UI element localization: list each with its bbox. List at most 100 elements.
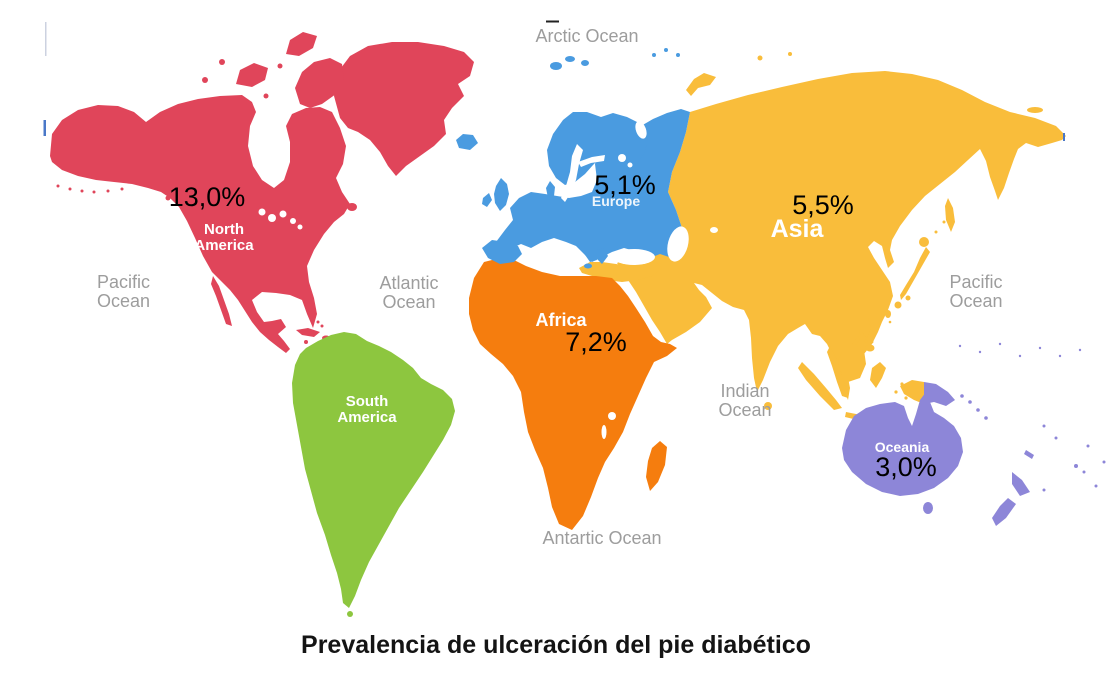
label-indian-ocean: Ocean (718, 400, 771, 420)
new-zealand-south (992, 498, 1016, 526)
philippines-luzon (862, 318, 871, 338)
tierra-del-fuego (347, 611, 353, 617)
value-oceania: 3,0% (875, 452, 937, 482)
tasmania (923, 502, 933, 514)
baltic-sea (561, 144, 583, 202)
new-guinea-east (924, 382, 955, 406)
moluccas-island (904, 396, 908, 400)
melanesia-island (976, 408, 980, 412)
polynesia-island (1054, 436, 1058, 440)
severnaya-island (788, 52, 792, 56)
arctic-island (277, 63, 283, 69)
franz-josef-island (676, 53, 680, 57)
franz-josef-island (664, 48, 668, 52)
lake-tanganyika (601, 425, 607, 439)
continent-south-america (292, 332, 455, 617)
sumatra (798, 362, 842, 410)
label-atlantic-ocean: Atlantic (379, 273, 438, 293)
micronesia-island (1058, 354, 1062, 358)
polynesia-island (1094, 484, 1098, 488)
micronesia-island (978, 350, 982, 354)
sicily (584, 263, 592, 269)
label-antartic-ocean: Antartic Ocean (542, 528, 661, 548)
greenland (334, 42, 474, 176)
fiji-island (1074, 464, 1078, 468)
gulf-of-finland (578, 155, 605, 167)
madagascar (646, 441, 667, 491)
aleutian-island (56, 184, 60, 188)
micronesia-island (998, 342, 1002, 346)
denmark (546, 181, 555, 198)
baffin-island (295, 58, 344, 108)
continent-labels: North America South America Europe Asia … (194, 193, 929, 455)
novaya-zemlya (686, 73, 716, 96)
great-lake (258, 208, 266, 216)
asia-far-east-islands (934, 198, 955, 234)
great-lake (297, 224, 303, 230)
aral-sea (710, 227, 718, 233)
arctic-island (202, 77, 208, 83)
new-caledonia (1024, 450, 1034, 459)
lake-onega (627, 162, 633, 168)
japan-honshu (900, 247, 930, 300)
polynesia-island (1042, 424, 1046, 428)
polynesia-island (1102, 460, 1106, 464)
label-atlantic-ocean: Ocean (382, 292, 435, 312)
label-north-america: America (194, 237, 254, 254)
label-pacific-ocean-west: Ocean (97, 291, 150, 311)
aleutian-island (92, 190, 96, 194)
bahamas-island (316, 320, 320, 324)
arctic-island (219, 59, 225, 65)
taiwan (885, 310, 891, 318)
malay-peninsula (827, 346, 848, 398)
jamaica (304, 340, 308, 344)
aleutian-island (80, 189, 84, 193)
franz-josef-island (652, 53, 656, 57)
value-asia: 5,5% (792, 190, 854, 220)
svalbard-island (565, 56, 575, 62)
svalbard-island (550, 62, 562, 70)
micronesia-island (1038, 346, 1042, 350)
australia (842, 392, 963, 496)
value-north-america: 13,0% (169, 182, 246, 212)
continent-oceania (842, 342, 1106, 526)
iberia (482, 240, 522, 264)
japan-hokkaido (919, 237, 929, 247)
label-africa: Africa (535, 310, 587, 330)
ryukyu-island (888, 320, 892, 324)
kuril-island (950, 210, 954, 214)
scan-artifacts (43, 20, 1065, 141)
italy (571, 226, 597, 262)
victoria-island (236, 63, 268, 87)
aleutian-island (106, 189, 110, 193)
polynesia-island (1086, 444, 1090, 448)
water-overlays (561, 121, 989, 439)
value-africa: 7,2% (565, 327, 627, 357)
map-title: Prevalencia de ulceración del pie diabét… (301, 631, 811, 659)
label-asia: Asia (771, 215, 825, 243)
label-north-america: North (204, 221, 244, 238)
ireland (482, 193, 492, 207)
japan-shikoku (905, 295, 911, 301)
aleutian-island (120, 187, 124, 191)
label-pacific-ocean-west: Pacific (97, 272, 150, 292)
kuril-island (934, 230, 938, 234)
north-america-mainland (50, 95, 350, 353)
lake-victoria (608, 412, 616, 420)
value-europe: 5,1% (594, 170, 656, 200)
moluccas-island (894, 390, 898, 394)
scan-artifact-line (45, 22, 47, 56)
scan-artifact-dash (1063, 133, 1065, 141)
great-lake (279, 210, 287, 218)
philippines-mindanao (865, 344, 875, 352)
label-oceania: Oceania (875, 439, 930, 455)
wrangel-island (1027, 107, 1043, 113)
caspian-sea (667, 226, 689, 262)
white-sea (635, 121, 647, 139)
micronesia-island (1018, 354, 1022, 358)
new-guinea-west (900, 380, 924, 404)
black-sea (613, 249, 655, 265)
ellesmere-island (286, 32, 317, 56)
melanesia-island (968, 400, 972, 404)
